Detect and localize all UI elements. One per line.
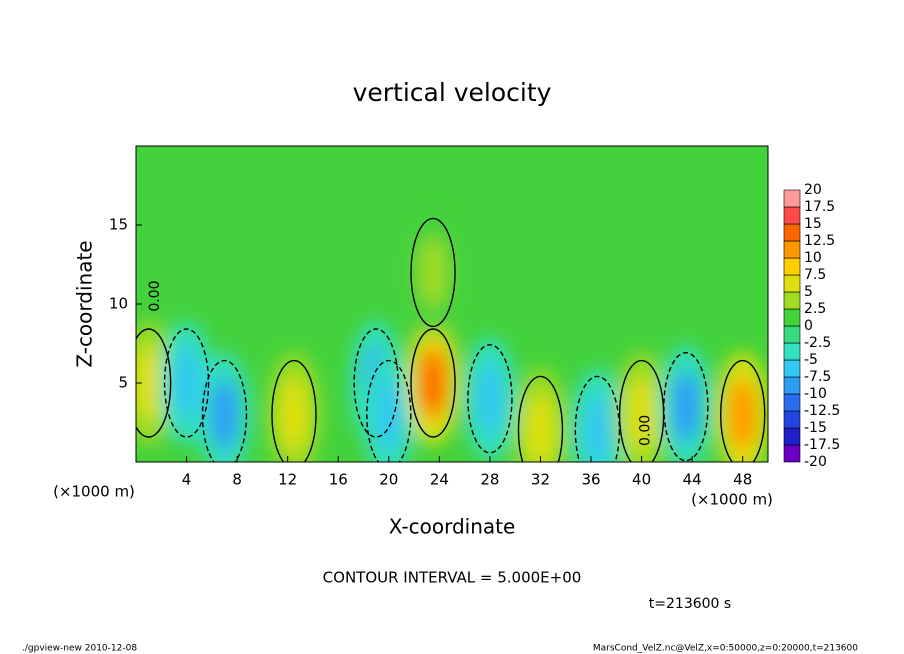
x-tick-label: 36 [581,471,600,489]
x-tick-label: 24 [430,471,449,489]
colorbar-swatch [783,444,801,463]
blob-core [475,362,504,435]
time-label: t=213600 s [649,596,731,612]
blob-core [583,394,612,462]
colorbar-swatch [783,410,801,429]
contour-line [366,359,412,462]
x-tick-label: 28 [480,471,499,489]
colorbar-label: -20 [804,454,827,470]
blob-core [728,378,757,451]
plot-area: 0.00 0.00 [136,146,768,462]
chart-title: vertical velocity [353,78,552,107]
x-tick-label: 44 [683,471,702,489]
blob-core [671,370,700,443]
blob-core [374,378,403,451]
contour-label: 0.00 [147,281,163,312]
colorbar-swatch [783,393,801,412]
x-unit-label: (×1000 m) [691,491,773,509]
contour-label: 0.00 [637,415,653,446]
field-blobs [136,210,768,462]
colorbar-swatch [783,223,801,242]
colorbar-label: -7.5 [804,369,831,385]
colorbar-label: 5 [804,284,813,300]
contour-line [353,328,399,438]
x-tick-label: 48 [733,471,752,489]
contour-line [271,359,317,462]
colorbar-swatch [783,274,801,293]
contour-line [410,217,456,328]
x-tick-label: 20 [379,471,398,489]
y-tick-label: 15 [109,216,128,234]
colorbar-label: 7.5 [804,267,826,283]
y-tick-label: 10 [109,295,128,313]
contour-line [163,328,210,438]
x-tick-label: 4 [182,471,192,489]
contour-line [663,352,709,462]
blob-core [419,347,448,419]
contour-line [467,344,513,454]
contour-line [574,375,621,462]
blob-core [627,378,656,451]
contour-line [201,359,248,462]
colorbar-swatch [783,342,801,361]
x-tick-label: 8 [232,471,242,489]
x-axis-label: X-coordinate [389,515,516,539]
colorbar-label: -12.5 [804,403,840,419]
y-unit-label: (×1000 m) [53,483,135,501]
blob-core [280,378,308,451]
colorbar-label: 10 [804,250,822,266]
colorbar-swatch [783,206,801,225]
blob-core [419,236,448,309]
blob-core [172,347,201,419]
contour-line [720,359,766,462]
colorbar-swatch [783,359,801,378]
colorbar-label: -5 [804,352,818,368]
colorbar-swatch [783,189,801,208]
colorbar-swatch [783,325,801,344]
y-tick-label: 5 [118,374,128,392]
blob-core [210,378,239,451]
x-tick-label: 12 [278,471,297,489]
colorbar-label: 0 [804,318,813,334]
colorbar-label: 12.5 [804,233,835,249]
y-axis-label: Z-coordinate [73,240,97,367]
colorbar-swatch [783,308,801,327]
footer-right: MarsCond_VelZ.nc@VelZ,x=0:50000,z=0:2000… [593,644,858,654]
colorbar-swatch [783,291,801,310]
colorbar-label: 17.5 [804,199,835,215]
x-tick-label: 16 [329,471,348,489]
footer-left: ./gpview-new 2010-12-08 [22,644,137,654]
blob-core [136,347,163,419]
colorbar-swatch [783,257,801,276]
x-tick-label: 40 [632,471,651,489]
x-tick-label: 32 [531,471,550,489]
colorbar-label: 2.5 [804,301,826,317]
colorbar-swatch [783,376,801,395]
contour-line [136,328,172,438]
colorbar-swatch [783,427,801,446]
colorbar-label: 20 [804,182,822,198]
contour-line [410,328,456,438]
colorbar-label: -15 [804,420,827,436]
contour-interval: CONTOUR INTERVAL = 5.000E+00 [323,569,582,587]
blob-core [526,394,555,462]
colorbar-swatch [783,240,801,259]
colorbar-label: -17.5 [804,437,840,453]
contour-line [517,375,564,462]
colorbar-label: -10 [804,386,827,402]
colorbar-label: 15 [804,216,822,232]
colorbar-label: -2.5 [804,335,831,351]
